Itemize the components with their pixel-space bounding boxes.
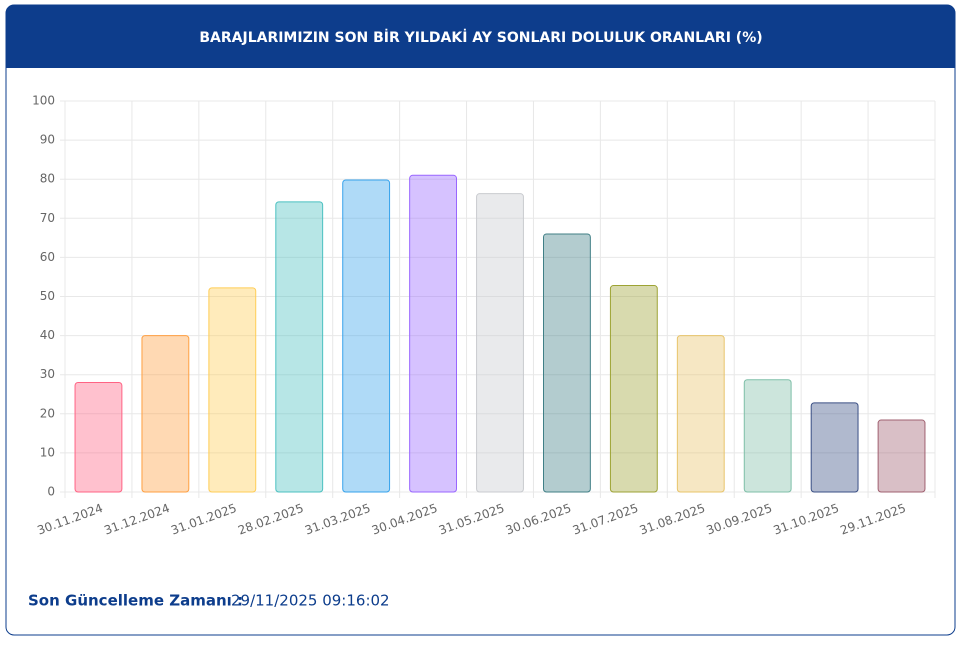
footer-value: 29/11/2025 09:16:02 — [231, 592, 390, 610]
bar — [543, 233, 591, 493]
bar — [476, 193, 524, 493]
y-tick-label: 50 — [40, 289, 55, 303]
y-tick-label: 20 — [40, 406, 55, 420]
bar — [877, 419, 926, 493]
y-tick-label: 0 — [47, 485, 55, 499]
y-tick-label: 60 — [40, 250, 55, 264]
y-tick-label: 30 — [40, 367, 55, 381]
y-tick-label: 90 — [40, 133, 55, 147]
chart-title: BARAJLARIMIZIN SON BİR YILDAKİ AY SONLAR… — [199, 29, 762, 46]
bar — [676, 335, 725, 493]
bar — [74, 382, 123, 493]
bar — [275, 201, 324, 493]
y-tick-label: 70 — [40, 211, 55, 225]
footer-label: Son Güncelleme Zamanı : — [28, 592, 243, 610]
bar — [743, 379, 792, 493]
bar — [141, 335, 190, 493]
card-header — [6, 5, 955, 68]
bar — [609, 285, 658, 493]
bar — [208, 287, 257, 493]
y-tick-label: 100 — [32, 94, 55, 108]
bar — [409, 174, 457, 493]
bar — [342, 179, 391, 493]
bar — [810, 402, 859, 493]
y-tick-label: 80 — [40, 172, 55, 186]
y-tick-label: 40 — [40, 328, 55, 342]
y-tick-label: 10 — [40, 445, 55, 459]
